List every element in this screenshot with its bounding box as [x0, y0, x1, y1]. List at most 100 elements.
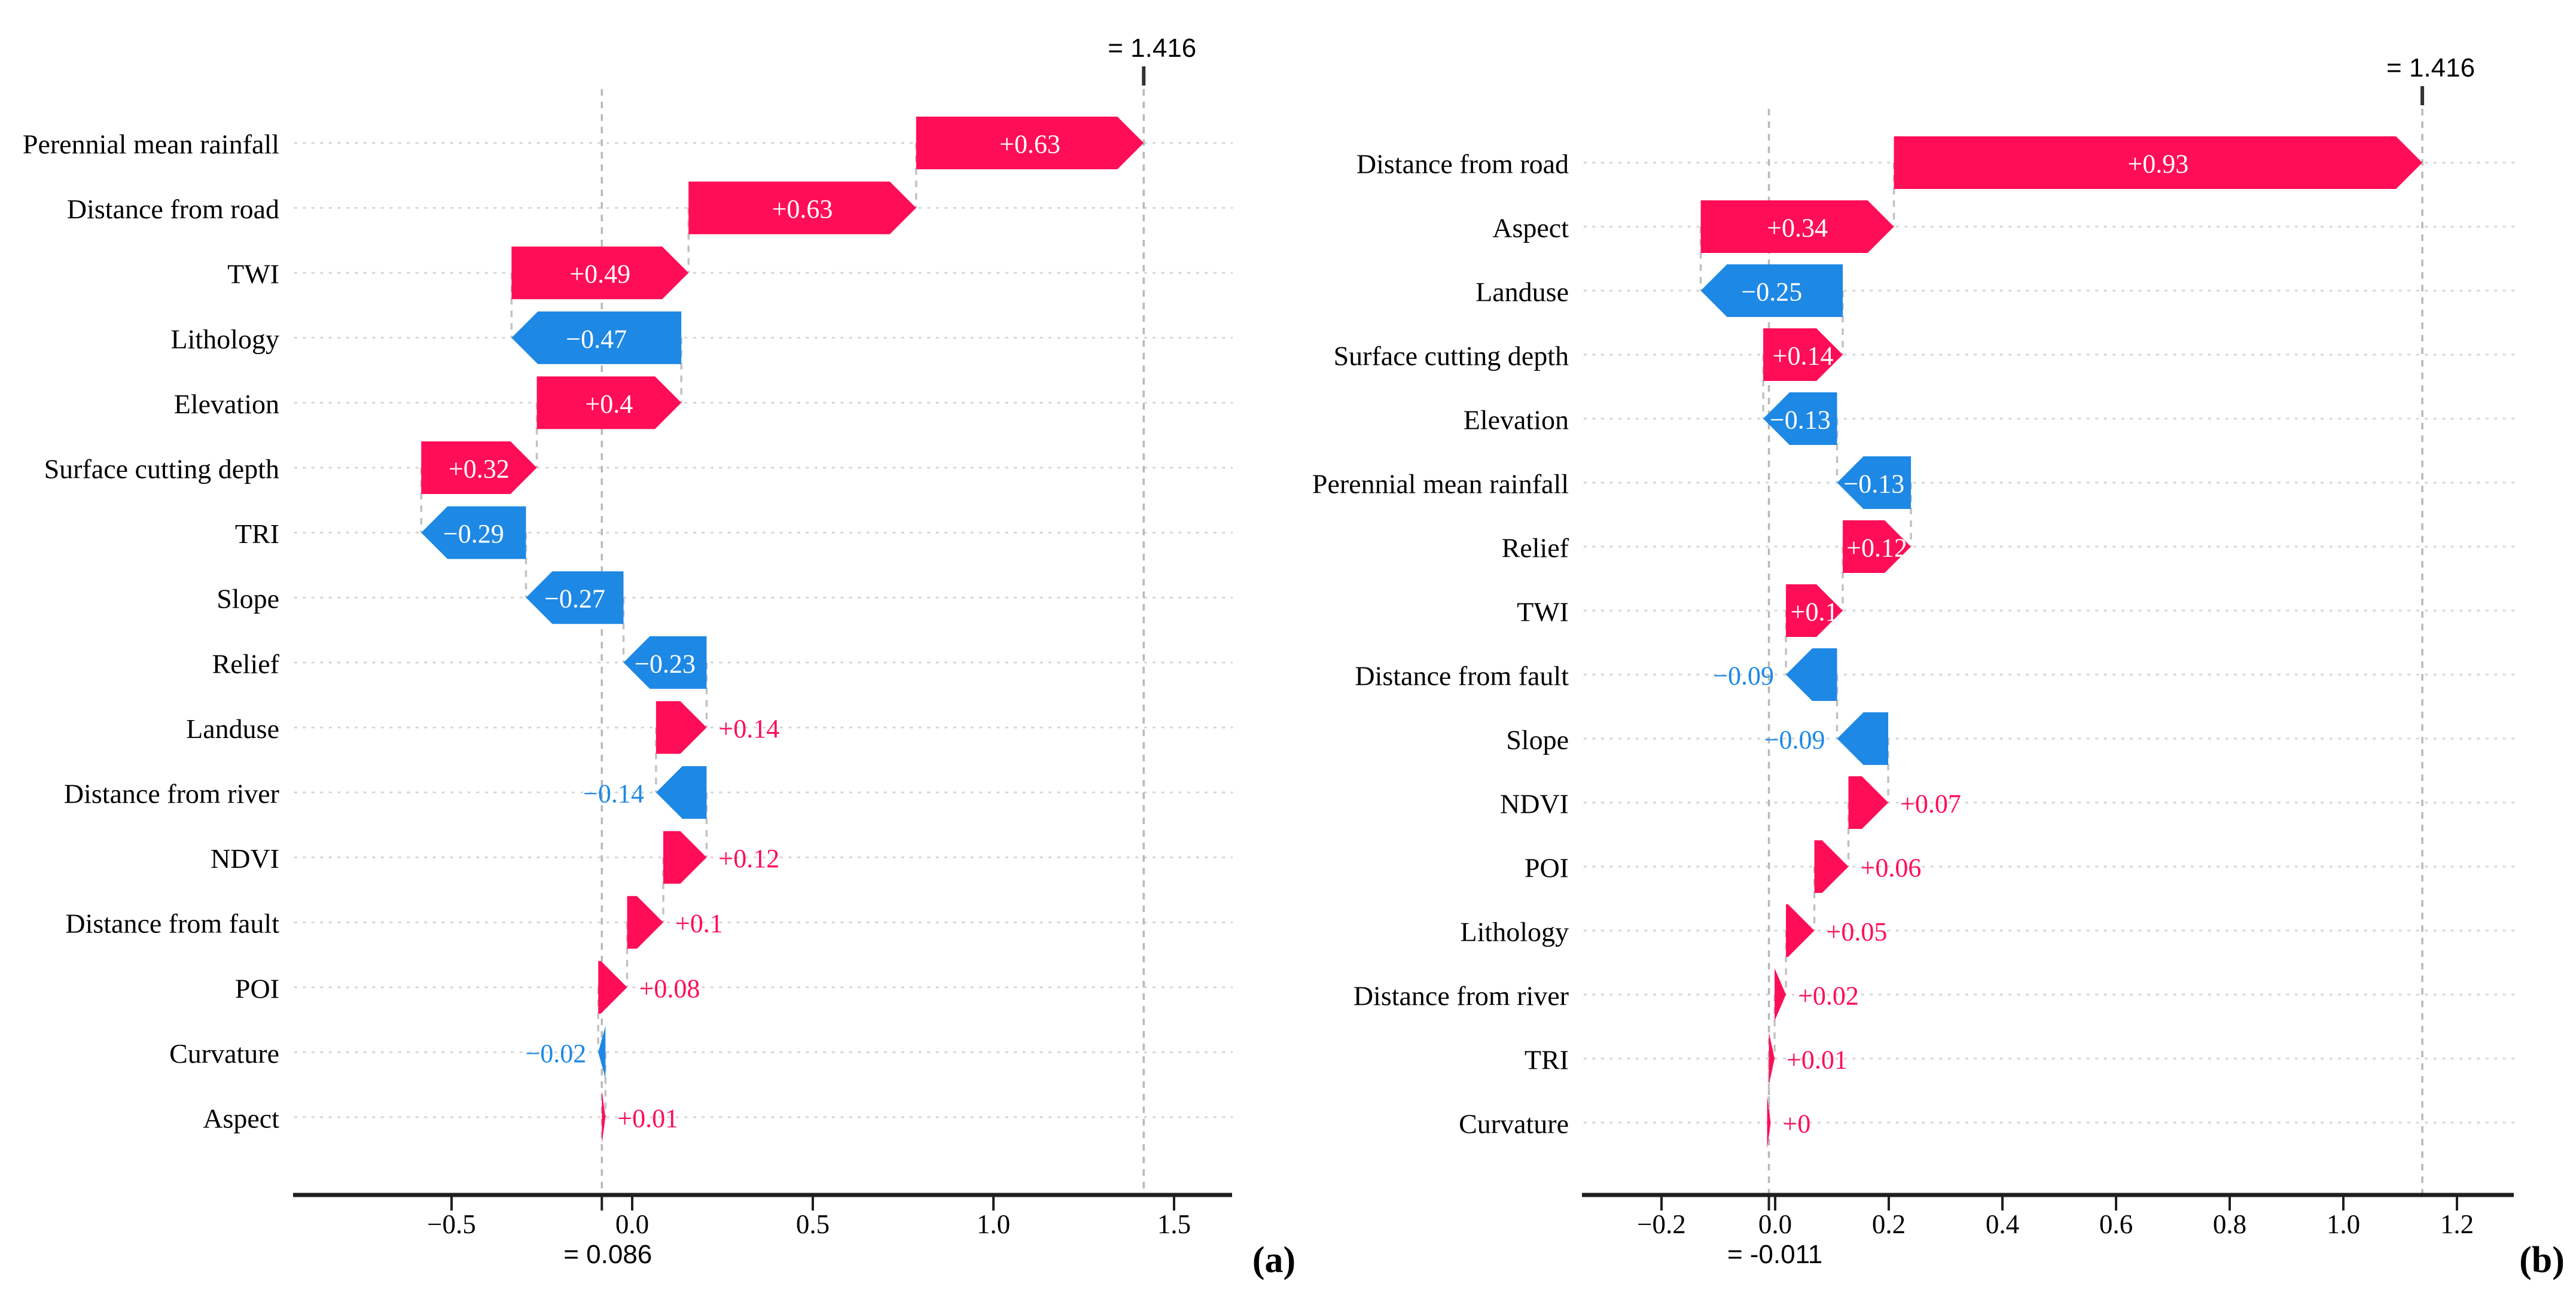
- feature-label-distance-from-river: Distance from river: [1353, 981, 1569, 1011]
- shap-bar-ndvi: [1848, 776, 1889, 829]
- expected-value-annotation: = -0.011: [1727, 1240, 1822, 1269]
- shap-bar-aspect: [1700, 200, 1894, 253]
- panel-a-tag: (a): [1252, 1240, 1296, 1280]
- x-axis-tick-label: 0.5: [796, 1209, 830, 1239]
- bar-value-lithology: −0.47: [566, 324, 627, 353]
- fx-annotation: = 1.416: [1108, 33, 1196, 63]
- feature-label-poi: POI: [1525, 853, 1569, 883]
- x-axis-tick-label: 0.0: [615, 1209, 649, 1239]
- shap-bar-distance-from-road: [688, 181, 916, 234]
- panel-a-bars-layer: [421, 117, 1144, 1144]
- feature-label-elevation: Elevation: [1464, 405, 1569, 435]
- panel-b-text-layer: +0.93 Distance from road +0.34 Aspect −0.25 L…: [1312, 53, 2514, 1269]
- shap-bar-perennial-mean-rainfall: [916, 117, 1144, 169]
- bar-value-tri: −0.29: [443, 519, 504, 548]
- x-axis-tick-label: 0.2: [1872, 1209, 1906, 1239]
- bar-value-ndvi: +0.07: [1900, 789, 1961, 819]
- shap-bar-elevation: [1763, 392, 1837, 445]
- bar-value-elevation: −0.13: [1770, 405, 1831, 435]
- panel-a-text-layer: +0.63 Perennial mean rainfall +0.63 Distanc…: [23, 33, 1232, 1269]
- bar-value-slope: −0.27: [544, 584, 605, 614]
- x-axis-tick-label: 1.5: [1157, 1209, 1191, 1239]
- x-axis-tick-label: 0.4: [1986, 1209, 2019, 1239]
- feature-label-curvature: Curvature: [1459, 1109, 1569, 1139]
- shap-bar-landuse: [656, 701, 707, 754]
- bar-value-curvature: −0.02: [525, 1039, 586, 1068]
- bar-value-landuse: +0.14: [718, 714, 779, 743]
- bar-value-distance-from-fault: +0.1: [675, 909, 723, 938]
- feature-label-landuse: Landuse: [186, 714, 279, 744]
- shap-bar-twi: [1786, 584, 1843, 637]
- feature-label-relief: Relief: [212, 648, 280, 679]
- shap-bar-relief: [623, 636, 707, 689]
- shap-bar-distance-from-river: [1775, 968, 1787, 1021]
- shap-bar-distance-from-fault: [627, 896, 663, 949]
- bar-value-distance-from-road: +0.63: [772, 194, 833, 224]
- feature-label-curvature: Curvature: [169, 1038, 279, 1069]
- feature-label-slope: Slope: [1506, 725, 1569, 755]
- shap-bar-elevation: [536, 376, 682, 429]
- feature-label-distance-from-road: Distance from road: [67, 194, 279, 224]
- feature-label-distance-from-river: Distance from river: [64, 779, 279, 809]
- feature-label-aspect: Aspect: [203, 1103, 279, 1134]
- feature-label-distance-from-fault: Distance from fault: [65, 908, 279, 939]
- bar-value-surface-cutting-depth: +0.32: [449, 455, 510, 484]
- bar-value-aspect: +0.01: [617, 1104, 678, 1133]
- feature-label-ndvi: NDVI: [211, 843, 279, 874]
- x-axis-tick-label: 0.0: [1758, 1209, 1792, 1239]
- shap-bar-distance-from-fault: [1786, 648, 1837, 701]
- shap-bar-landuse: [1700, 264, 1843, 317]
- shap-bar-slope: [1837, 712, 1889, 765]
- panel-b: +0.93 Distance from road +0.34 Aspect −0.25 L…: [1312, 53, 2515, 1269]
- shap-bar-ndvi: [663, 831, 707, 884]
- bar-value-poi: +0.06: [1861, 853, 1922, 883]
- bar-value-landuse: −0.25: [1741, 278, 1802, 307]
- x-axis-tick-label: 1.2: [2440, 1209, 2474, 1239]
- feature-label-surface-cutting-depth: Surface cutting depth: [1334, 341, 1569, 371]
- shap-bar-curvature: [598, 1026, 606, 1079]
- x-axis-tick-label: −0.2: [1637, 1209, 1686, 1239]
- bar-value-slope: −0.09: [1764, 725, 1825, 755]
- shap-bar-poi: [598, 961, 627, 1014]
- fx-annotation: = 1.416: [2386, 53, 2475, 83]
- bar-value-curvature: +0: [1783, 1109, 1811, 1139]
- feature-label-aspect: Aspect: [1492, 213, 1569, 243]
- feature-label-distance-from-road: Distance from road: [1356, 149, 1569, 179]
- bar-value-tri: +0.01: [1787, 1045, 1848, 1075]
- x-axis-tick-label: 0.6: [2099, 1209, 2133, 1239]
- bar-value-lithology: +0.05: [1827, 917, 1888, 947]
- shap-bar-distance-from-road: [1894, 136, 2423, 189]
- feature-label-perennial-mean-rainfall: Perennial mean rainfall: [23, 129, 279, 160]
- shap-bar-aspect: [602, 1091, 606, 1144]
- bar-value-twi: +0.1: [1791, 597, 1839, 627]
- bar-value-twi: +0.49: [569, 260, 630, 289]
- feature-label-twi: TWI: [227, 259, 279, 289]
- feature-label-tri: TRI: [1525, 1045, 1569, 1075]
- feature-label-ndvi: NDVI: [1500, 789, 1569, 819]
- shap-bar-perennial-mean-rainfall: [1837, 456, 1912, 509]
- feature-label-elevation: Elevation: [174, 389, 279, 419]
- shap-bar-tri: [1769, 1032, 1775, 1085]
- shap-bar-slope: [526, 571, 624, 624]
- bar-value-poi: +0.08: [639, 974, 700, 1003]
- x-axis-tick-label: 0.8: [2213, 1209, 2246, 1239]
- feature-label-lithology: Lithology: [171, 324, 279, 354]
- bar-value-aspect: +0.34: [1767, 214, 1828, 243]
- bar-value-relief: +0.12: [1846, 533, 1907, 563]
- shap-bar-twi: [511, 246, 689, 300]
- shap-bar-surface-cutting-depth: [1763, 328, 1843, 381]
- shap-bar-surface-cutting-depth: [421, 441, 537, 494]
- shap-bar-relief: [1843, 520, 1912, 573]
- bar-value-distance-from-river: +0.02: [1798, 981, 1859, 1011]
- panel-b-bars-layer: [1700, 136, 2423, 1149]
- shap-bar-distance-from-river: [656, 766, 707, 819]
- shap-bar-curvature: [1767, 1096, 1771, 1149]
- feature-label-twi: TWI: [1517, 597, 1569, 627]
- x-axis-tick-label: −0.5: [427, 1209, 476, 1239]
- bar-value-distance-from-fault: −0.09: [1713, 661, 1774, 691]
- shap-bar-tri: [421, 506, 526, 559]
- bar-value-ndvi: +0.12: [718, 844, 779, 873]
- feature-label-slope: Slope: [217, 584, 279, 614]
